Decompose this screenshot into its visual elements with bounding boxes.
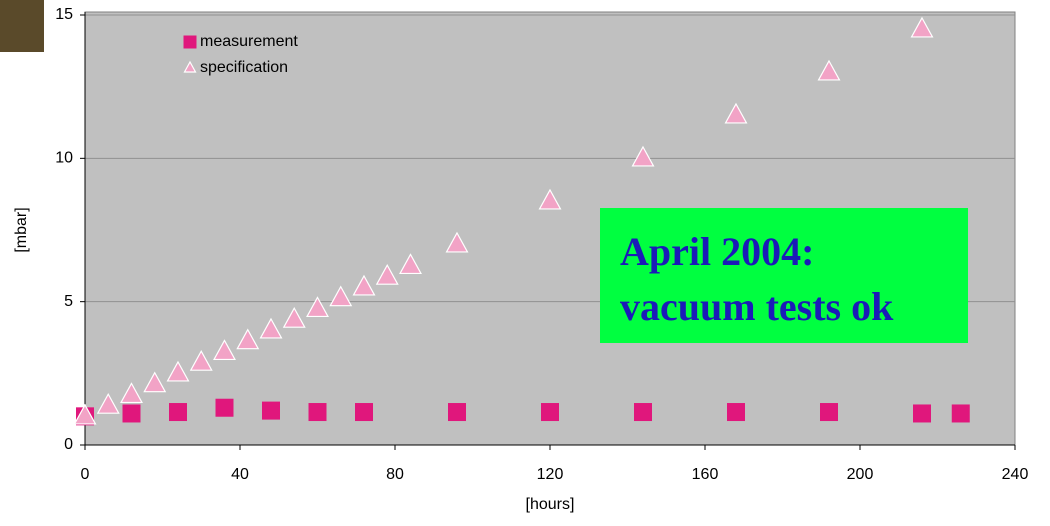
x-tick-label: 240 xyxy=(1002,466,1029,483)
marker xyxy=(541,403,559,421)
legend-label: specification xyxy=(200,59,288,76)
x-tick-label: 40 xyxy=(231,466,249,483)
y-tick-label: 5 xyxy=(64,293,73,310)
photo-fragment xyxy=(0,0,44,52)
marker xyxy=(820,403,838,421)
marker xyxy=(262,402,280,420)
marker xyxy=(216,399,234,417)
marker xyxy=(634,403,652,421)
x-tick-label: 0 xyxy=(81,466,90,483)
legend-label: measurement xyxy=(200,33,298,50)
x-tick-label: 160 xyxy=(692,466,719,483)
marker xyxy=(952,404,970,422)
marker xyxy=(913,404,931,422)
x-axis-label: [hours] xyxy=(526,496,575,513)
annotation-text: vacuum tests ok xyxy=(620,284,894,329)
x-tick-label: 80 xyxy=(386,466,404,483)
y-tick-label: 0 xyxy=(64,436,73,453)
x-tick-label: 200 xyxy=(847,466,874,483)
annotation-text: April 2004: xyxy=(620,229,814,274)
marker xyxy=(727,403,745,421)
marker xyxy=(169,403,187,421)
y-tick-label: 10 xyxy=(55,150,73,167)
marker xyxy=(355,403,373,421)
marker xyxy=(184,36,197,49)
y-axis-label: [mbar] xyxy=(13,207,30,252)
chart: [hours] [mbar] 0 5 10 15 0 40 80 120 160 200 240 me… xyxy=(0,0,1050,521)
x-tick-label: 120 xyxy=(537,466,564,483)
marker xyxy=(309,403,327,421)
page: [hours] [mbar] 0 5 10 15 0 40 80 120 160 200 240 me… xyxy=(0,0,1050,526)
marker xyxy=(448,403,466,421)
marker xyxy=(123,404,141,422)
y-tick-label: 15 xyxy=(55,6,73,23)
